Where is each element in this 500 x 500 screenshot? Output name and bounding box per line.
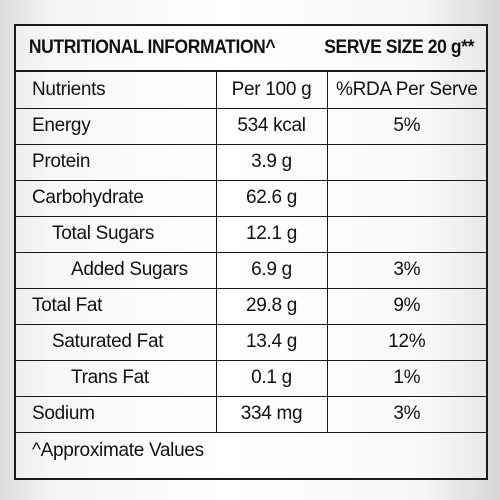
rda-value xyxy=(326,144,486,181)
nutrient-name: Added Sugars xyxy=(16,252,216,289)
rda-value: 9% xyxy=(326,288,486,325)
nutrition-panel: NUTRITIONAL INFORMATION^ SERVE SIZE 20 g… xyxy=(14,24,488,480)
table-row: Total Fat 29.8 g 9% xyxy=(16,288,486,325)
panel-title: NUTRITIONAL INFORMATION^ xyxy=(28,37,276,58)
per-100g-value: 6.9 g xyxy=(215,252,327,289)
table-row: Total Sugars 12.1 g xyxy=(16,216,486,253)
footnote: ^Approximate Values xyxy=(16,433,486,469)
table-row: Protein 3.9 g xyxy=(16,144,486,181)
column-header-per-100g: Per 100 g xyxy=(215,72,327,109)
nutrition-table: Nutrients Per 100 g %RDA Per Serve Energ… xyxy=(16,72,486,433)
rda-value: 5% xyxy=(326,108,486,145)
rda-value: 3% xyxy=(326,252,486,289)
table-row: Added Sugars 6.9 g 3% xyxy=(16,252,486,289)
rda-value xyxy=(326,180,486,217)
nutrient-name: Total Fat xyxy=(16,288,216,325)
nutrient-name: Total Sugars xyxy=(16,216,216,253)
nutrient-name: Trans Fat xyxy=(16,360,216,397)
per-100g-value: 534 kcal xyxy=(215,108,327,145)
per-100g-value: 12.1 g xyxy=(215,216,327,253)
per-100g-value: 0.1 g xyxy=(215,360,327,397)
table-row: Trans Fat 0.1 g 1% xyxy=(16,360,486,397)
table-row: Saturated Fat 13.4 g 12% xyxy=(16,324,486,361)
rda-value: 12% xyxy=(326,324,486,361)
nutrient-name: Energy xyxy=(16,108,216,145)
rda-value: 3% xyxy=(326,396,486,433)
table-header-row: Nutrients Per 100 g %RDA Per Serve xyxy=(16,72,486,109)
rda-value xyxy=(326,216,486,253)
per-100g-value: 13.4 g xyxy=(215,324,327,361)
per-100g-value: 334 mg xyxy=(215,396,327,433)
table-row: Carbohydrate 62.6 g xyxy=(16,180,486,217)
column-header-rda: %RDA Per Serve xyxy=(326,72,486,109)
nutrient-name: Protein xyxy=(16,144,216,181)
per-100g-value: 62.6 g xyxy=(215,180,327,217)
column-header-nutrients: Nutrients xyxy=(16,72,216,109)
table-row: Energy 534 kcal 5% xyxy=(16,108,486,145)
per-100g-value: 3.9 g xyxy=(215,144,327,181)
panel-header: NUTRITIONAL INFORMATION^ SERVE SIZE 20 g… xyxy=(16,26,486,72)
nutrient-name: Saturated Fat xyxy=(16,324,216,361)
serve-size: SERVE SIZE 20 g** xyxy=(324,37,475,58)
nutrient-name: Carbohydrate xyxy=(16,180,216,217)
per-100g-value: 29.8 g xyxy=(215,288,327,325)
table-row: Sodium 334 mg 3% xyxy=(16,396,486,433)
rda-value: 1% xyxy=(326,360,486,397)
footnote-text: ^Approximate Values xyxy=(32,439,204,461)
nutrient-name: Sodium xyxy=(16,396,216,433)
